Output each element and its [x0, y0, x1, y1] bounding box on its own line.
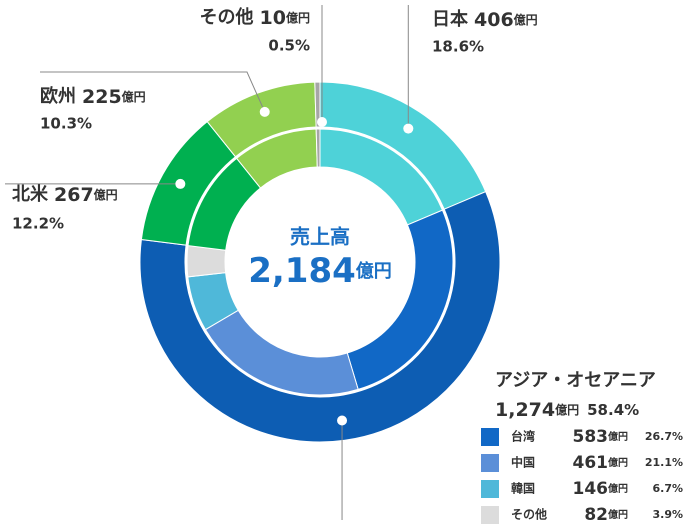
region-percent: 0.5% — [268, 37, 310, 55]
unit: 億円 — [356, 260, 392, 282]
value: 1,274 — [495, 399, 555, 421]
legend-percent: 26.7% — [645, 430, 683, 443]
region-percent: 10.3% — [40, 115, 92, 133]
region-name: アジア・オセアニア — [495, 370, 656, 391]
region-name: 欧州 — [40, 85, 76, 107]
legend-swatch — [481, 506, 499, 524]
center-title: 売上高 — [290, 225, 350, 249]
region-name: 日本 — [432, 8, 468, 30]
legend-swatch — [481, 454, 499, 472]
legend-value: 146億円 — [573, 479, 629, 499]
legend-swatch — [481, 428, 499, 446]
percent: 58.4% — [587, 401, 639, 419]
inner-sector — [186, 245, 227, 278]
value: 406 — [474, 9, 514, 31]
region-value: 1,274億円 58.4% — [495, 399, 639, 421]
value: 10 — [260, 7, 286, 29]
legend-percent: 3.9% — [652, 508, 683, 521]
leader-dot — [175, 178, 186, 189]
outer-sector — [314, 81, 321, 128]
legend-value: 82億円 — [584, 505, 628, 525]
unit: 億円 — [608, 456, 628, 469]
leader-dot — [317, 117, 327, 127]
unit: 億円 — [122, 89, 146, 104]
legend-percent: 6.7% — [652, 482, 683, 495]
legend-swatch — [481, 480, 499, 498]
outer-sector — [139, 190, 501, 443]
region-percent: 12.2% — [12, 215, 64, 233]
region-percent: 18.6% — [432, 38, 484, 56]
legend-name: 韓国 — [511, 481, 535, 496]
value: 461 — [573, 453, 609, 473]
region-name: その他 — [200, 6, 254, 28]
center-total: 2,184億円 — [248, 251, 392, 291]
value: 225 — [82, 86, 122, 108]
unit: 億円 — [286, 10, 310, 25]
legend-percent: 21.1% — [645, 456, 683, 469]
value: 267 — [54, 184, 94, 206]
inner-sector — [315, 128, 321, 168]
value: 583 — [573, 427, 609, 447]
total: 2,184 — [248, 251, 356, 291]
legend-name: その他 — [511, 507, 547, 522]
region-label: 北米 267億円 — [12, 183, 118, 206]
unit: 億円 — [514, 12, 538, 27]
region-label: アジア・オセアニア — [495, 370, 656, 391]
leader-dot — [337, 415, 348, 426]
leader-dot — [259, 106, 270, 117]
legend-value: 461億円 — [573, 453, 629, 473]
legend-value: 583億円 — [573, 427, 629, 447]
leader-dot — [403, 123, 414, 134]
unit: 億円 — [608, 430, 628, 443]
value: 82 — [584, 505, 608, 525]
value: 146 — [573, 479, 609, 499]
region-label: 欧州 225億円 — [40, 85, 146, 108]
unit: 億円 — [608, 482, 628, 495]
legend-name: 中国 — [511, 455, 535, 470]
region-name: 北米 — [12, 183, 49, 205]
region-label: その他 10億円 — [200, 6, 310, 29]
region-label: 日本 406億円 — [432, 8, 538, 31]
leader-line — [40, 71, 266, 113]
rings — [139, 81, 501, 443]
unit: 億円 — [94, 187, 118, 202]
legend-name: 台湾 — [511, 429, 535, 444]
unit: 億円 — [608, 508, 628, 521]
unit: 億円 — [555, 402, 579, 417]
